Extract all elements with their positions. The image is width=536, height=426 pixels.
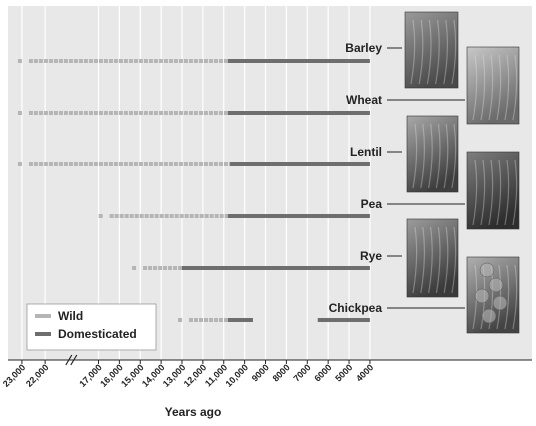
x-tick-label: 10,000 <box>224 362 251 389</box>
crop-labels: Barley Wheat Lentil Pea Rye Chickpea <box>329 41 465 315</box>
x-axis-title: Years ago <box>165 405 222 419</box>
crop-label-chickpea: Chickpea <box>329 301 383 315</box>
crop-label-pea: Pea <box>361 197 383 211</box>
rye-photo <box>406 218 459 298</box>
axis-break-mark <box>65 354 73 366</box>
lentil-photo <box>406 115 459 193</box>
x-tick-label: 12,000 <box>182 362 209 389</box>
crop-label-rye: Rye <box>360 249 382 263</box>
legend: Wild Domesticated <box>26 303 157 351</box>
x-tick-label: 8000 <box>271 362 292 383</box>
timeline-bars <box>17 59 370 322</box>
x-tick-label: 6000 <box>312 362 333 383</box>
x-tick-label: 14,000 <box>140 362 167 389</box>
x-tick-label: 15,000 <box>119 362 146 389</box>
gridlines <box>21 6 371 360</box>
crop-label-lentil: Lentil <box>350 145 382 159</box>
x-tick-label: 13,000 <box>161 362 188 389</box>
legend-box <box>26 303 157 351</box>
x-tick-label: 5000 <box>333 362 354 383</box>
x-tick-label: 22,000 <box>24 362 51 389</box>
axis-break-mark <box>70 354 78 366</box>
legend-label-domesticated: Domesticated <box>58 327 137 341</box>
x-tick-label: 17,000 <box>77 362 104 389</box>
x-tick-label: 7000 <box>291 362 312 383</box>
x-tick-label: 23,000 <box>1 362 28 389</box>
crop-label-barley: Barley <box>345 41 382 55</box>
pea-photo <box>466 151 520 230</box>
x-tick-label: 16,000 <box>98 362 125 389</box>
barley-photo <box>404 11 459 89</box>
x-tick-label: 4000 <box>354 362 375 383</box>
crop-label-wheat: Wheat <box>346 93 382 107</box>
crop-photos <box>404 11 520 334</box>
x-tick-label: 9000 <box>250 362 271 383</box>
legend-label-wild: Wild <box>58 309 83 323</box>
wheat-photo <box>466 46 520 125</box>
chickpea-photo <box>466 256 520 334</box>
